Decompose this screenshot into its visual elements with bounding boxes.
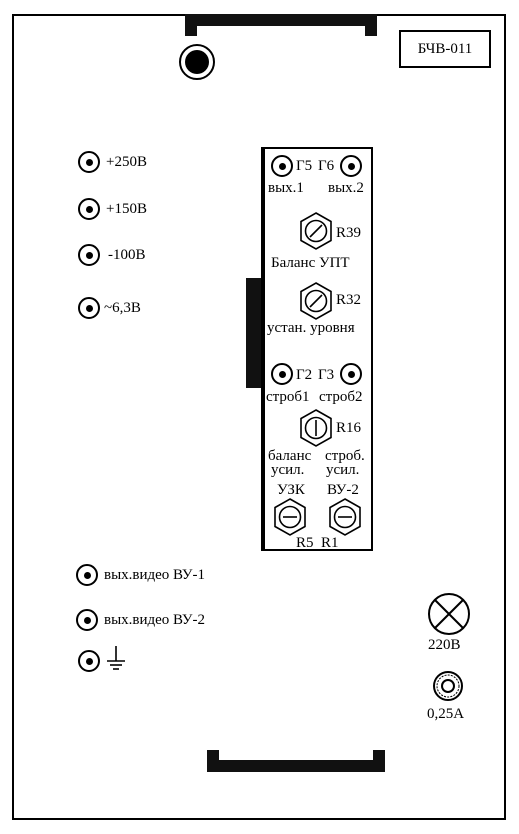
lamp-voltage-label: 220В (428, 637, 461, 653)
r32-label: R32 (336, 292, 362, 308)
r39-label: R39 (336, 225, 362, 241)
fuse-holder-icon[interactable] (432, 670, 464, 702)
pot-r16-icon[interactable] (297, 409, 335, 447)
strob1-label: строб1 (266, 389, 310, 405)
g5-label: Г5 (296, 158, 313, 174)
usil-label-right: усил. (326, 462, 360, 478)
jack-g5[interactable] (271, 155, 293, 177)
pot-r1-icon[interactable] (326, 498, 364, 536)
power-output-label: ~6,3В (104, 300, 141, 316)
fuse-rating-label: 0,25А (427, 706, 465, 722)
power-output-label: +150В (106, 201, 147, 217)
ground-icon (107, 646, 125, 670)
g6-label: Г6 (318, 158, 335, 174)
vu2-label: ВУ-2 (327, 482, 359, 498)
indicator-lamp-icon (428, 593, 470, 635)
jack-g3[interactable] (340, 363, 362, 385)
r1-label: R1 (321, 535, 339, 551)
jack-g6[interactable] (340, 155, 362, 177)
uzk-label: УЗК (277, 482, 305, 498)
control-panel (261, 147, 373, 551)
r5-label: R5 (296, 535, 314, 551)
strob2-label: строб2 (319, 389, 363, 405)
pot-r32-icon[interactable] (297, 282, 335, 320)
pot-r39-icon[interactable] (297, 212, 335, 250)
jack-icon (78, 198, 100, 220)
jack-icon (78, 244, 100, 266)
jack-icon (78, 650, 100, 672)
r16-label: R16 (336, 420, 362, 436)
video-output-label: вых.видео ВУ-2 (104, 612, 205, 628)
jack-icon (76, 609, 98, 631)
model-label: БЧВ-011 (399, 30, 491, 68)
out2-label: вых.2 (328, 180, 364, 196)
pot-r5-icon[interactable] (271, 498, 309, 536)
jack-g2[interactable] (271, 363, 293, 385)
r39-function-label: Баланс УПТ (271, 255, 350, 271)
jack-icon (78, 151, 100, 173)
g3-label: Г3 (318, 367, 335, 383)
mounting-screw-icon (179, 44, 215, 80)
jack-icon (76, 564, 98, 586)
usil-label-left: усил. (271, 462, 305, 478)
jack-icon (78, 297, 100, 319)
r32-function-label: устан. уровня (267, 320, 355, 336)
panel-side-bracket (246, 278, 263, 388)
video-output-label: вых.видео ВУ-1 (104, 567, 205, 583)
g2-label: Г2 (296, 367, 313, 383)
strob-label: строб. (325, 448, 365, 464)
power-output-label: -100В (108, 247, 146, 263)
balans-label: баланс (268, 448, 312, 464)
out1-label: вых.1 (268, 180, 304, 196)
power-output-label: +250В (106, 154, 147, 170)
